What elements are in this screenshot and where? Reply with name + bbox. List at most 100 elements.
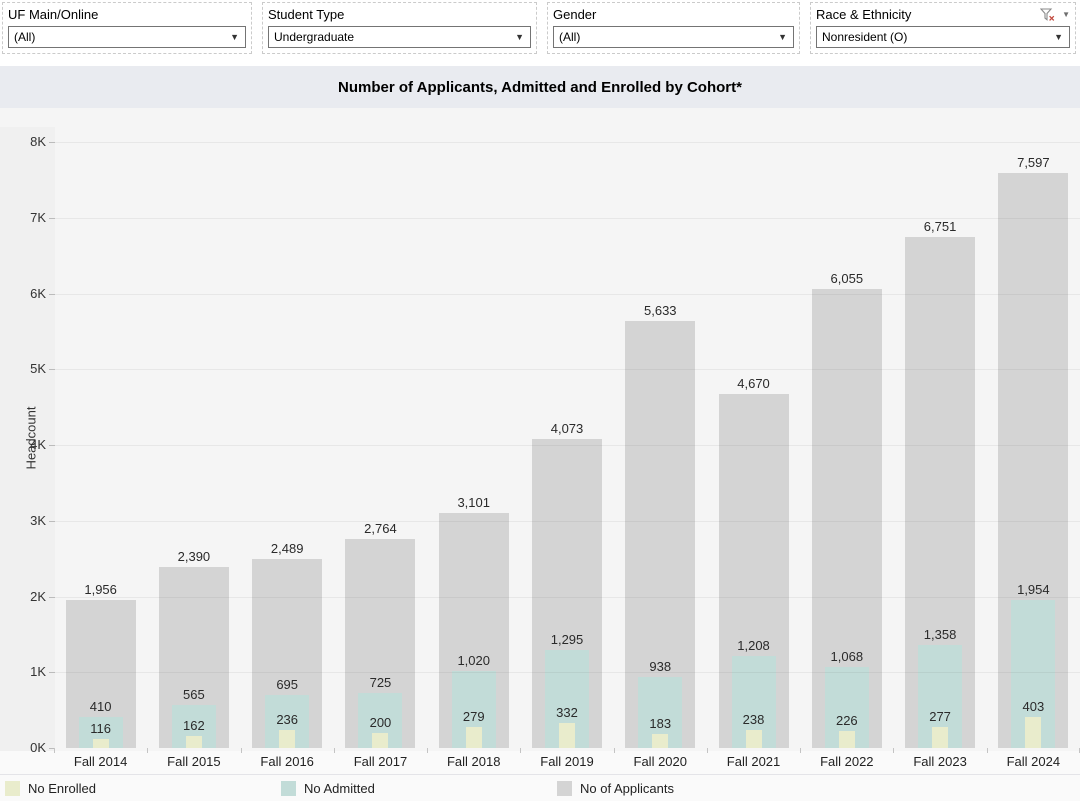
bar-value-label: 1,956 — [84, 581, 117, 597]
bar-no-enrolled[interactable] — [932, 727, 949, 748]
filter-student-type: Student Type Undergraduate ▼ — [262, 2, 537, 54]
bar-no-enrolled[interactable] — [559, 722, 575, 748]
bar-value-label: 5,633 — [643, 303, 677, 319]
bar-value-label: 6,055 — [830, 271, 864, 287]
bar-no-enrolled[interactable] — [652, 734, 669, 748]
legend-swatch — [557, 780, 572, 796]
bar-no-enrolled[interactable] — [465, 726, 482, 748]
chevron-down-icon[interactable]: ▼ — [230, 31, 239, 42]
y-tick-mark — [49, 369, 55, 371]
x-tick-mark — [706, 748, 708, 753]
y-tick-mark — [49, 445, 55, 446]
bar-value-label: 2,764 — [364, 520, 397, 536]
bar-value-label: 565 — [183, 687, 205, 703]
legend-swatch — [281, 780, 296, 796]
bar-value-label: 725 — [369, 675, 392, 691]
bar-value-label: 695 — [276, 677, 299, 693]
bar-no-enrolled[interactable] — [838, 730, 855, 748]
legend-label: No of Applicants — [580, 780, 674, 796]
chart-title-band: Number of Applicants, Admitted and Enrol… — [0, 66, 1080, 108]
x-tick-mark — [613, 748, 615, 753]
filter-header: UF Main/Online — [8, 6, 246, 23]
bar-value-label: 1,020 — [457, 652, 490, 668]
dropdown-value: Nonresident (O) — [822, 30, 908, 44]
filter-race-ethnicity: Race & Ethnicity ▼ Nonresident (O) ▼ — [810, 2, 1076, 54]
y-tick-label: 6K — [30, 285, 46, 301]
bar-no-enrolled[interactable] — [92, 739, 109, 748]
bar-no-enrolled[interactable] — [1025, 717, 1042, 748]
x-axis-label-band — [0, 751, 1080, 774]
legend-item-no-enrolled[interactable]: No Enrolled — [5, 780, 96, 796]
x-tick-label: Fall 2022 — [820, 754, 874, 769]
bar-value-label: 410 — [89, 698, 112, 714]
clear-filter-icon[interactable] — [1040, 7, 1055, 22]
filter-header: Student Type — [268, 6, 531, 23]
x-tick-label: Fall 2016 — [260, 754, 314, 769]
x-tick-label: Fall 2015 — [167, 754, 221, 769]
x-tick-label: Fall 2018 — [446, 754, 501, 769]
uf-main-online-dropdown[interactable]: (All) ▼ — [8, 26, 246, 48]
legend-label: No Admitted — [304, 780, 375, 796]
bar-no-enrolled[interactable] — [372, 732, 389, 748]
x-tick-label: Fall 2020 — [633, 754, 687, 769]
y-tick-label: 5K — [30, 361, 46, 377]
y-tick-label: 1K — [30, 664, 46, 680]
bar-no-of-applicants[interactable] — [625, 321, 696, 748]
x-tick-label: Fall 2023 — [913, 754, 967, 769]
bar-value-label: 238 — [742, 711, 765, 727]
y-tick-label: 8K — [30, 134, 46, 149]
chevron-down-icon[interactable]: ▼ — [1054, 31, 1063, 42]
x-tick-label: Fall 2024 — [1006, 754, 1061, 769]
x-tick-label: Fall 2014 — [73, 754, 128, 769]
x-tick-mark — [427, 748, 429, 753]
filter-label: Race & Ethnicity — [816, 7, 912, 22]
x-tick-label: Fall 2021 — [726, 754, 781, 769]
gridline — [54, 596, 1080, 598]
filter-label: Student Type — [268, 7, 345, 22]
bar-no-enrolled[interactable] — [745, 729, 762, 748]
y-tick-label: 4K — [30, 437, 46, 452]
legend-item-no-admitted[interactable]: No Admitted — [281, 780, 375, 796]
gridline — [54, 293, 1080, 295]
gender-dropdown[interactable]: (All) ▼ — [553, 26, 794, 48]
filter-header-icons: ▼ — [1040, 7, 1070, 22]
y-tick-label: 2K — [30, 588, 46, 604]
x-tick-mark — [986, 748, 988, 753]
dropdown-value: (All) — [559, 30, 581, 44]
chevron-down-icon[interactable]: ▼ — [515, 31, 524, 42]
bar-value-label: 279 — [462, 708, 485, 724]
bar-value-label: 2,390 — [177, 548, 211, 564]
student-type-dropdown[interactable]: Undergraduate ▼ — [268, 26, 531, 48]
bar-no-enrolled[interactable] — [279, 730, 296, 748]
filter-menu-caret-icon[interactable]: ▼ — [1062, 9, 1070, 19]
bar-value-label: 3,101 — [457, 495, 490, 511]
y-tick-mark — [49, 596, 55, 598]
y-tick-mark — [49, 520, 55, 522]
x-tick-mark — [54, 748, 55, 753]
bar-value-label: 938 — [649, 658, 672, 674]
race-ethnicity-dropdown[interactable]: Nonresident (O) ▼ — [816, 26, 1070, 48]
x-tick-mark — [333, 748, 335, 753]
bar-value-label: 2,489 — [270, 541, 304, 557]
filter-header: Gender — [553, 6, 794, 23]
gridline — [54, 217, 1080, 219]
bar-value-label: 4,670 — [737, 376, 770, 392]
bar-value-label: 277 — [929, 709, 951, 725]
filter-label: UF Main/Online — [8, 7, 99, 22]
bar-value-label: 7,597 — [1017, 154, 1050, 170]
chevron-down-icon[interactable]: ▼ — [778, 31, 787, 42]
bar-no-enrolled[interactable] — [185, 735, 202, 748]
bar-value-label: 1,068 — [830, 649, 864, 665]
chart-title: Number of Applicants, Admitted and Enrol… — [338, 78, 742, 96]
x-tick-mark — [520, 748, 522, 753]
x-tick-label: Fall 2017 — [353, 754, 408, 769]
bar-value-label: 6,751 — [923, 218, 957, 234]
legend-item-no-of-applicants[interactable]: No of Applicants — [557, 780, 674, 796]
bar-value-label: 226 — [835, 712, 858, 728]
filter-header: Race & Ethnicity ▼ — [816, 6, 1070, 23]
filter-bar: UF Main/Online (All) ▼ Student Type Unde… — [2, 2, 1078, 54]
y-tick-label: 3K — [30, 512, 46, 528]
bar-chart: No Enrolled No Admitted No of Applicants H… — [0, 108, 1080, 801]
gridline — [54, 672, 1080, 674]
legend-swatch — [5, 780, 20, 796]
